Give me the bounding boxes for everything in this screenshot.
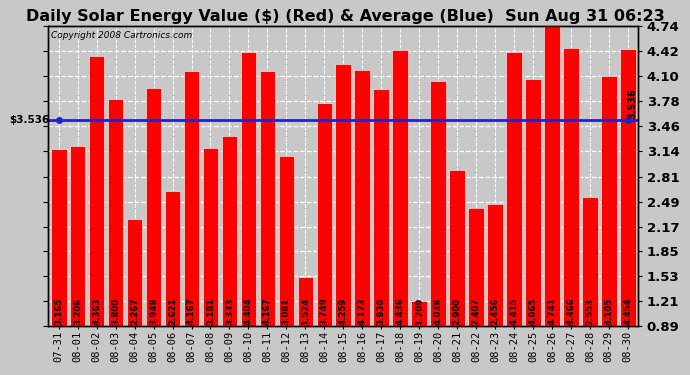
Bar — [525, 79, 541, 375]
Text: 4.404: 4.404 — [244, 297, 253, 325]
Text: 2.621: 2.621 — [168, 297, 177, 325]
Bar — [335, 64, 351, 375]
Text: 3.948: 3.948 — [149, 297, 158, 325]
Bar — [127, 219, 142, 375]
Text: 3.333: 3.333 — [225, 297, 234, 325]
Text: 3.181: 3.181 — [206, 297, 215, 325]
Bar — [582, 196, 598, 375]
Bar — [259, 71, 275, 375]
Text: 3.800: 3.800 — [111, 298, 120, 325]
Bar — [487, 204, 503, 375]
Text: $3.536: $3.536 — [9, 115, 49, 125]
Bar — [393, 50, 408, 375]
Text: 2.553: 2.553 — [585, 298, 594, 325]
Bar — [355, 70, 370, 375]
Bar — [108, 99, 124, 375]
Text: 4.038: 4.038 — [433, 297, 442, 325]
Text: 4.363: 4.363 — [92, 297, 101, 325]
Text: 4.173: 4.173 — [357, 297, 367, 325]
Bar — [70, 146, 86, 375]
Text: 2.900: 2.900 — [453, 298, 462, 325]
Bar — [620, 48, 635, 375]
Text: 4.259: 4.259 — [339, 297, 348, 325]
Bar — [184, 71, 199, 375]
Text: 3.165: 3.165 — [55, 297, 63, 325]
Bar — [297, 277, 313, 375]
Bar — [165, 191, 180, 375]
Bar — [51, 149, 66, 375]
Bar — [411, 302, 427, 375]
Bar — [203, 148, 218, 375]
Bar — [279, 156, 294, 375]
Bar — [469, 208, 484, 375]
Text: 4.741: 4.741 — [547, 297, 556, 325]
Text: 3.536: 3.536 — [627, 88, 638, 118]
Text: 2.267: 2.267 — [130, 297, 139, 325]
Bar — [506, 52, 522, 375]
Text: 4.167: 4.167 — [187, 297, 196, 325]
Bar — [146, 88, 161, 375]
Text: 3.930: 3.930 — [377, 297, 386, 325]
Bar — [544, 26, 560, 375]
Bar — [241, 53, 256, 375]
Text: 4.466: 4.466 — [566, 297, 575, 325]
Bar — [373, 89, 389, 375]
Bar — [601, 76, 617, 375]
Bar — [221, 136, 237, 375]
Bar — [89, 56, 104, 375]
Text: 4.065: 4.065 — [529, 297, 538, 325]
Text: 4.415: 4.415 — [509, 297, 518, 325]
Text: 2.456: 2.456 — [491, 297, 500, 325]
Bar — [317, 104, 332, 375]
Text: 4.454: 4.454 — [623, 297, 632, 325]
Bar — [431, 81, 446, 375]
Text: 1.209: 1.209 — [415, 297, 424, 325]
Bar — [449, 170, 465, 375]
Text: 4.167: 4.167 — [263, 297, 272, 325]
Text: 4.436: 4.436 — [395, 297, 404, 325]
Text: 3.206: 3.206 — [73, 297, 82, 325]
Text: 1.524: 1.524 — [301, 297, 310, 325]
Text: 4.105: 4.105 — [604, 297, 613, 325]
Bar — [563, 48, 579, 375]
Text: Copyright 2008 Cartronics.com: Copyright 2008 Cartronics.com — [51, 31, 193, 40]
Text: Daily Solar Energy Value ($) (Red) & Average (Blue)  Sun Aug 31 06:23: Daily Solar Energy Value ($) (Red) & Ave… — [26, 9, 664, 24]
Text: 2.407: 2.407 — [471, 297, 480, 325]
Text: 3.749: 3.749 — [319, 297, 329, 325]
Text: 3.081: 3.081 — [282, 297, 291, 325]
